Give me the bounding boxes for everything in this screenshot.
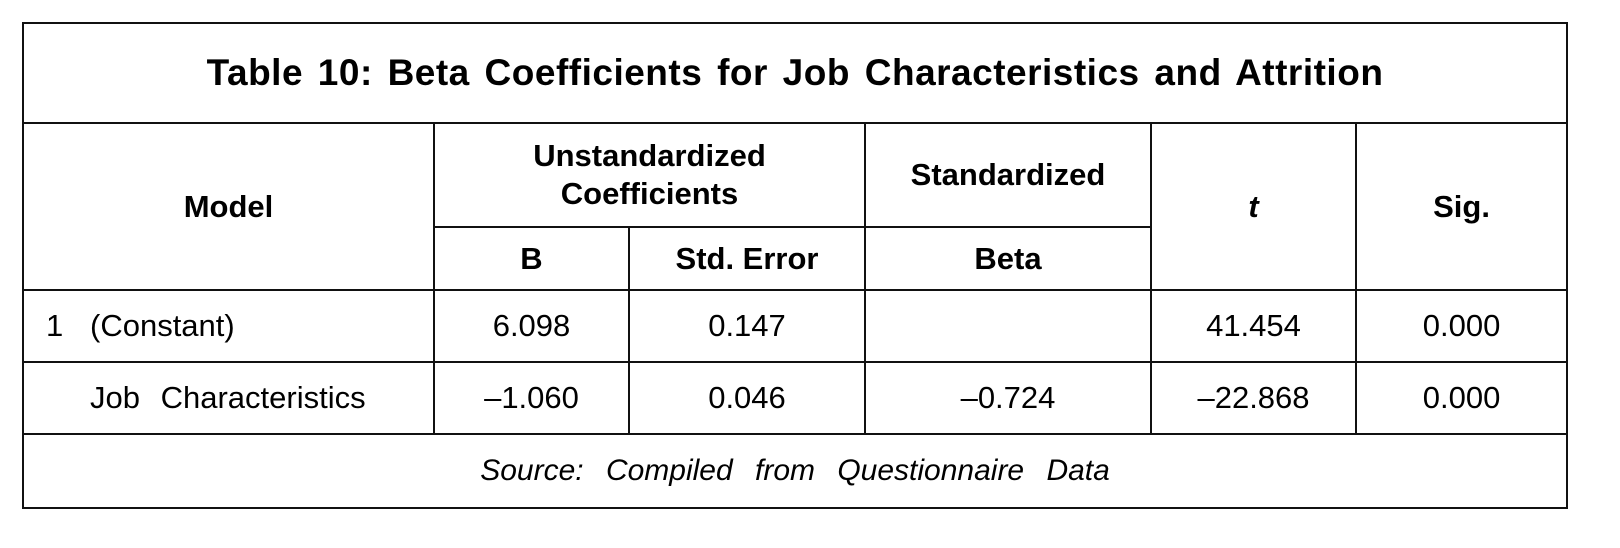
std-error-cell: 0.147 — [628, 289, 866, 363]
t-cell: 41.454 — [1150, 289, 1357, 363]
b-cell: –1.060 — [433, 361, 630, 435]
header-model: Model — [22, 122, 435, 291]
table-title: Table 10: Beta Coefficients for Job Char… — [21, 22, 1569, 124]
header-unstandardized: Unstandardized Coefficients — [433, 122, 866, 228]
model-label: Job Characteristics — [22, 361, 435, 435]
t-cell: –22.868 — [1150, 361, 1357, 435]
header-t: t — [1150, 122, 1357, 291]
beta-cell: –0.724 — [864, 361, 1152, 435]
b-cell: 6.098 — [433, 289, 630, 363]
header-standardized: Standardized — [864, 122, 1152, 228]
source-note: Source: Compiled from Questionnaire Data — [21, 433, 1569, 509]
model-cell: 1 (Constant) — [22, 289, 435, 363]
table-row: 1 (Constant) 6.098 0.147 41.454 0.000 — [22, 289, 1569, 363]
table-row: Job Characteristics –1.060 0.046 –0.724 … — [22, 361, 1569, 435]
std-error-cell: 0.046 — [628, 361, 866, 435]
header-std-error: Std. Error — [628, 226, 866, 291]
sig-cell: 0.000 — [1354, 289, 1569, 363]
sig-cell: 0.000 — [1354, 361, 1569, 435]
beta-coefficients-table: Table 10: Beta Coefficients for Job Char… — [21, 22, 1569, 509]
beta-cell — [864, 289, 1152, 363]
header-beta: Beta — [864, 226, 1152, 291]
model-number: 1 — [46, 308, 64, 343]
header-b: B — [433, 226, 630, 291]
model-label: (Constant) — [90, 308, 235, 343]
header-sig: Sig. — [1354, 122, 1569, 291]
